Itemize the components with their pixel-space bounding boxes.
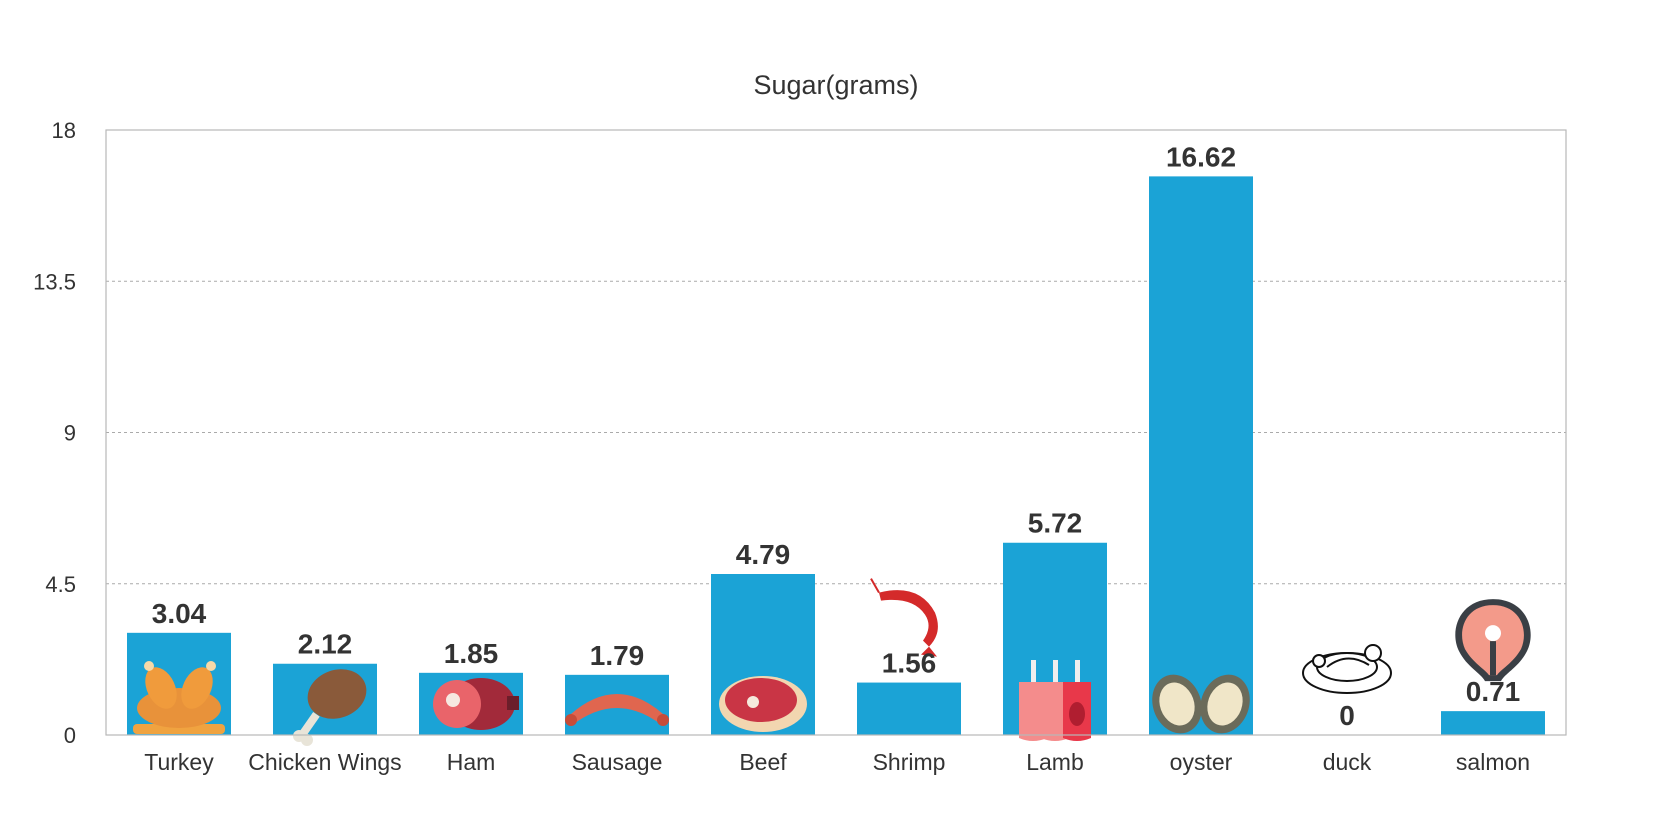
y-tick-label: 9	[64, 421, 76, 446]
value-label-sausage: 1.79	[590, 640, 645, 671]
ham-icon	[433, 678, 519, 730]
food-icons	[133, 578, 1531, 746]
chart-title: Sugar(grams)	[753, 70, 918, 100]
value-label-shrimp: 1.56	[882, 648, 937, 679]
x-tick-label-sausage: Sausage	[572, 749, 663, 775]
sausage-icon	[565, 694, 669, 726]
x-tick-label-ham: Ham	[447, 749, 496, 775]
y-tick-label: 18	[52, 118, 76, 143]
bar-salmon	[1441, 711, 1545, 735]
steak-icon	[719, 676, 807, 732]
x-tick-label-turkey: Turkey	[144, 749, 214, 775]
gridlines	[106, 280, 1566, 585]
shrimp-icon	[870, 578, 938, 657]
value-label-duck: 0	[1339, 700, 1355, 731]
value-label-turkey: 3.04	[152, 598, 207, 629]
oyster-icon	[1152, 674, 1250, 734]
x-tick-label-chicken-wings: Chicken Wings	[248, 749, 401, 775]
duck-icon	[1302, 644, 1392, 694]
y-axis-ticks: 0 4.5 9 13.5 18	[33, 118, 76, 748]
value-label-ham: 1.85	[444, 638, 499, 669]
x-tick-label-shrimp: Shrimp	[873, 749, 946, 775]
x-tick-label-lamb: Lamb	[1026, 749, 1084, 775]
value-label-chicken-wings: 2.12	[298, 629, 353, 660]
y-tick-label: 0	[64, 723, 76, 748]
value-label-beef: 4.79	[736, 539, 791, 570]
x-tick-label-oyster: oyster	[1170, 749, 1233, 775]
value-label-salmon: 0.71	[1466, 676, 1521, 707]
bar-shrimp	[857, 682, 961, 735]
y-tick-label: 4.5	[45, 572, 76, 597]
salmon-steak-icon	[1455, 599, 1531, 682]
value-labels: 3.04 2.12 1.85 1.79 4.79 1.56 5.72 16.62 0 0.71	[152, 141, 1521, 731]
bar-oyster	[1149, 176, 1253, 736]
turkey-icon	[133, 661, 225, 734]
x-axis-categories: Turkey Chicken Wings Ham Sausage Beef Shrimp L…	[144, 749, 1530, 775]
y-tick-label: 13.5	[33, 269, 76, 294]
chicken-wing-icon	[293, 669, 367, 746]
x-tick-label-salmon: salmon	[1456, 749, 1530, 775]
value-label-lamb: 5.72	[1028, 508, 1083, 539]
x-tick-label-beef: Beef	[739, 749, 787, 775]
lamb-rack-icon	[1019, 660, 1091, 741]
value-label-oyster: 16.62	[1166, 141, 1236, 172]
plot-frame	[105, 129, 1567, 736]
x-tick-label-duck: duck	[1323, 749, 1372, 775]
